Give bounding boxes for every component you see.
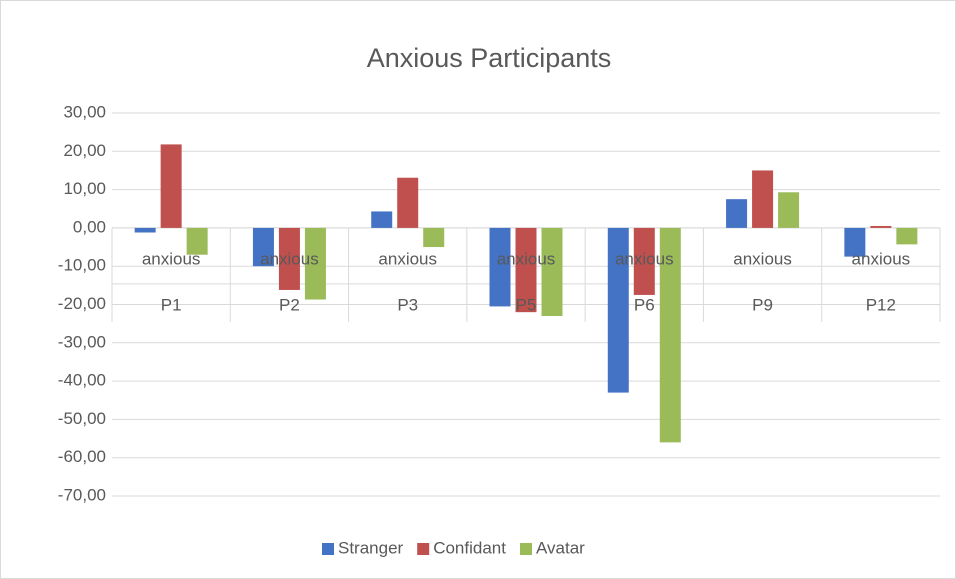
bar [489, 227, 511, 307]
bar [423, 227, 445, 248]
x-tick-label: P9 [752, 295, 773, 314]
y-tick-label: 20,00 [63, 141, 106, 160]
bar [160, 144, 182, 228]
bar [752, 170, 774, 228]
x-sublabel: anxious [142, 249, 201, 268]
bar [515, 227, 537, 313]
y-tick-label: -30,00 [58, 332, 106, 351]
x-tick-label: P6 [634, 295, 655, 314]
x-tick-label: P1 [161, 295, 182, 314]
legend-swatch [519, 543, 532, 555]
bar [397, 177, 419, 228]
y-tick-label: 10,00 [63, 179, 106, 198]
y-tick-label: -10,00 [58, 256, 106, 275]
bar [726, 199, 748, 228]
bar [304, 227, 326, 300]
x-tick-label: P12 [866, 295, 896, 314]
x-tick-label: P2 [279, 295, 300, 314]
y-tick-label: 30,00 [63, 102, 106, 121]
bar [134, 227, 156, 233]
bar [607, 227, 629, 393]
y-tick-label: -50,00 [58, 409, 106, 428]
legend-label: Stranger [338, 538, 404, 557]
bar [844, 227, 866, 257]
legend-label: Confidant [433, 538, 506, 557]
bar [252, 227, 274, 267]
y-tick-label: -20,00 [58, 294, 106, 313]
bar [896, 227, 918, 245]
y-tick-label: 0,00 [73, 217, 106, 236]
bar [278, 227, 300, 290]
bar [870, 225, 892, 228]
bar [778, 192, 800, 228]
x-sublabel: anxious [378, 249, 437, 268]
x-sublabel: anxious [260, 249, 319, 268]
legend-label: Avatar [536, 538, 585, 557]
legend-swatch [417, 543, 430, 555]
bar [633, 227, 655, 295]
bar [541, 227, 563, 316]
bar [186, 227, 208, 255]
x-tick-label: P5 [516, 295, 537, 314]
x-sublabel: anxious [733, 249, 792, 268]
y-tick-label: -60,00 [58, 447, 106, 466]
y-tick-label: -70,00 [58, 485, 106, 504]
legend-swatch [322, 543, 334, 555]
bar [371, 211, 393, 228]
x-sublabel: anxious [497, 249, 556, 268]
x-sublabel: anxious [615, 249, 674, 268]
x-sublabel: anxious [852, 249, 911, 268]
bar [659, 227, 681, 443]
x-tick-label: P3 [397, 295, 418, 314]
y-tick-label: -40,00 [58, 371, 106, 390]
chart-title: Anxious Participants [367, 43, 612, 73]
